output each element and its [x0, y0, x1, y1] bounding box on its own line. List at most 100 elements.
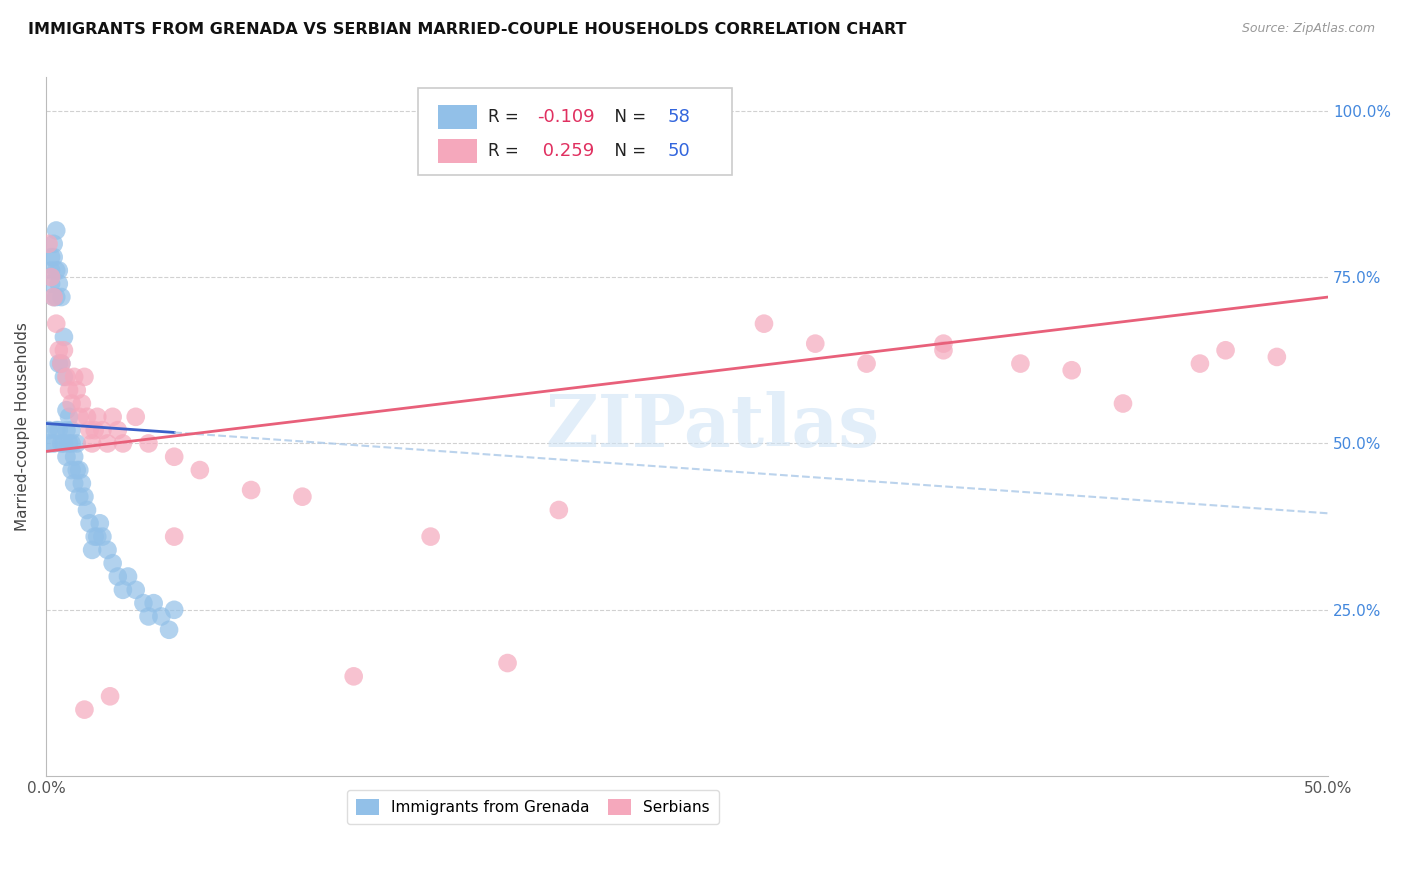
Point: [42, 290, 65, 304]
Point: [101, 556, 124, 570]
Text: ZIPatlas: ZIPatlas: [546, 392, 880, 462]
Point: [39, 270, 62, 285]
Text: 0.259: 0.259: [537, 142, 595, 160]
Point: [82, 542, 104, 557]
Point: [76, 503, 98, 517]
Point: [752, 317, 775, 331]
Point: [132, 596, 155, 610]
Point: [107, 423, 129, 437]
Point: [52, 330, 75, 344]
Text: Source: ZipAtlas.com: Source: ZipAtlas.com: [1241, 22, 1375, 36]
Point: [117, 569, 139, 583]
Point: [86, 409, 108, 424]
Point: [76, 409, 98, 424]
Point: [157, 623, 180, 637]
Point: [79, 423, 101, 437]
Point: [39, 277, 62, 291]
Point: [51, 357, 73, 371]
Y-axis label: Married-couple Households: Married-couple Households: [15, 322, 30, 532]
Point: [111, 436, 134, 450]
Point: [42, 290, 65, 304]
Point: [42, 436, 65, 450]
Point: [163, 530, 186, 544]
Point: [91, 530, 114, 544]
Text: IMMIGRANTS FROM GRENADA VS SERBIAN MARRIED-COUPLE HOUSEHOLDS CORRELATION CHART: IMMIGRANTS FROM GRENADA VS SERBIAN MARRI…: [28, 22, 907, 37]
Point: [96, 542, 118, 557]
Point: [58, 409, 80, 424]
Point: [1215, 343, 1237, 358]
Point: [1010, 357, 1032, 371]
Point: [45, 290, 67, 304]
Point: [45, 317, 67, 331]
Point: [1188, 357, 1211, 371]
Point: [42, 250, 65, 264]
Point: [98, 690, 121, 704]
Point: [142, 596, 165, 610]
Point: [55, 423, 77, 437]
Point: [163, 450, 186, 464]
Point: [60, 463, 83, 477]
Point: [855, 357, 877, 371]
Point: [51, 357, 73, 371]
Point: [138, 609, 160, 624]
Text: R =: R =: [488, 108, 524, 127]
Point: [67, 490, 90, 504]
Point: [39, 250, 62, 264]
Point: [45, 263, 67, 277]
Point: [55, 403, 77, 417]
Point: [496, 656, 519, 670]
Text: R =: R =: [488, 142, 524, 160]
Point: [55, 450, 77, 464]
Point: [66, 463, 89, 477]
Point: [73, 703, 96, 717]
Point: [67, 409, 90, 424]
Point: [82, 436, 104, 450]
Point: [83, 530, 105, 544]
Point: [48, 343, 70, 358]
Point: [52, 436, 75, 450]
Point: [48, 263, 70, 277]
Text: 58: 58: [668, 108, 690, 127]
Point: [48, 357, 70, 371]
Point: [676, 123, 699, 137]
Point: [60, 396, 83, 410]
Point: [79, 516, 101, 531]
Point: [38, 423, 60, 437]
Point: [83, 423, 105, 437]
Point: [48, 423, 70, 437]
Point: [70, 476, 93, 491]
Point: [138, 436, 160, 450]
Point: [38, 436, 60, 450]
Point: [45, 223, 67, 237]
Point: [48, 277, 70, 291]
Point: [96, 436, 118, 450]
Point: [67, 463, 90, 477]
Point: [1060, 363, 1083, 377]
Point: [107, 569, 129, 583]
Point: [1265, 350, 1288, 364]
Text: N =: N =: [603, 108, 651, 127]
Point: [63, 476, 86, 491]
Point: [163, 603, 186, 617]
FancyBboxPatch shape: [439, 105, 477, 129]
Legend: Immigrants from Grenada, Serbians: Immigrants from Grenada, Serbians: [347, 790, 720, 824]
Point: [73, 370, 96, 384]
Point: [932, 343, 955, 358]
Point: [89, 516, 111, 531]
Point: [58, 383, 80, 397]
Point: [240, 483, 263, 497]
Point: [55, 370, 77, 384]
Point: [58, 436, 80, 450]
Point: [60, 436, 83, 450]
Point: [804, 336, 827, 351]
Point: [52, 343, 75, 358]
Point: [63, 370, 86, 384]
Point: [39, 263, 62, 277]
Point: [419, 530, 441, 544]
Point: [932, 336, 955, 351]
Text: 50: 50: [668, 142, 690, 160]
Point: [291, 490, 314, 504]
FancyBboxPatch shape: [439, 139, 477, 162]
Point: [70, 396, 93, 410]
Point: [547, 503, 569, 517]
